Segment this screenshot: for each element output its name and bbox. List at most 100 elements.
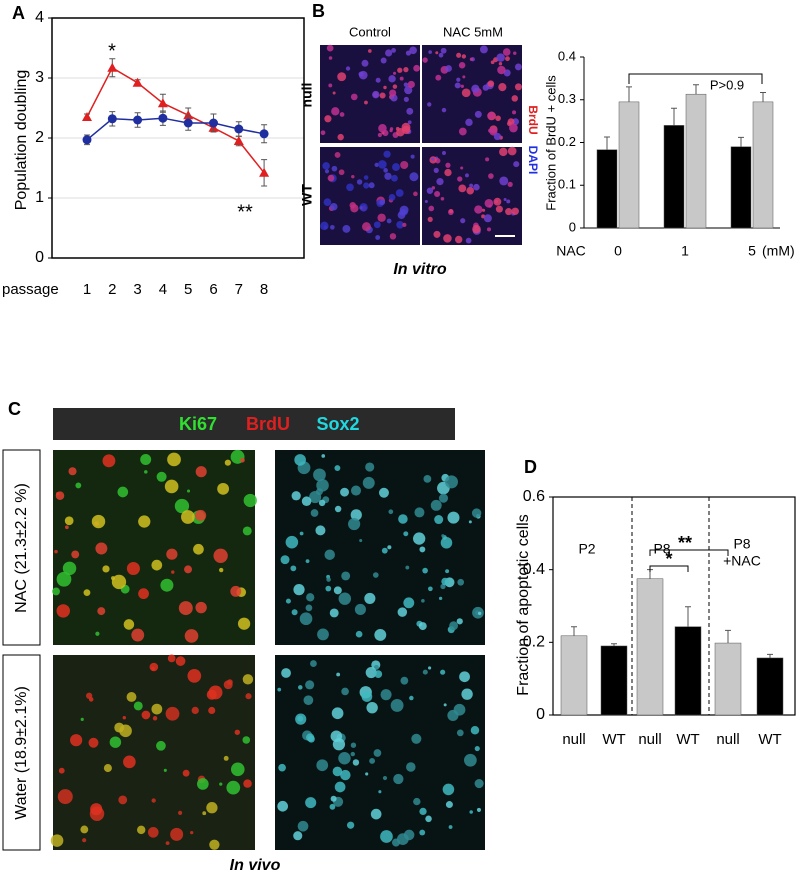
bar bbox=[636, 578, 664, 716]
cell bbox=[305, 680, 315, 690]
cell bbox=[505, 56, 510, 62]
cell bbox=[55, 491, 65, 500]
cell bbox=[331, 165, 338, 172]
cell bbox=[348, 517, 361, 531]
cell bbox=[194, 509, 207, 522]
cell bbox=[88, 737, 99, 748]
y-axis-label: Population doubling bbox=[13, 70, 30, 211]
cell bbox=[379, 92, 386, 99]
cell bbox=[240, 457, 245, 463]
cell bbox=[350, 93, 358, 101]
cell bbox=[339, 112, 345, 117]
cell bbox=[138, 588, 149, 600]
cell bbox=[82, 838, 87, 843]
cell bbox=[317, 628, 329, 641]
cell bbox=[281, 668, 291, 678]
cell bbox=[316, 759, 329, 772]
cell bbox=[506, 199, 511, 204]
cell bbox=[404, 86, 413, 95]
cell bbox=[315, 525, 326, 536]
cell bbox=[377, 213, 386, 222]
cell bbox=[226, 780, 241, 795]
marker bbox=[259, 129, 269, 139]
cell bbox=[373, 749, 382, 757]
cell bbox=[401, 122, 411, 132]
cell bbox=[511, 207, 519, 215]
cell bbox=[359, 538, 363, 543]
bar bbox=[600, 645, 628, 716]
x-tick-label: 8 bbox=[260, 281, 268, 298]
plot-frame bbox=[51, 17, 305, 259]
cell bbox=[206, 802, 218, 814]
column-label: NAC 5mM bbox=[443, 24, 503, 39]
cell bbox=[428, 205, 435, 212]
cell bbox=[410, 154, 415, 159]
cell bbox=[409, 172, 419, 182]
cell bbox=[164, 479, 179, 494]
cell bbox=[414, 507, 425, 518]
cell bbox=[397, 607, 408, 617]
cell bbox=[496, 53, 505, 62]
cell bbox=[440, 196, 445, 201]
panel-letter: D bbox=[524, 457, 537, 477]
cell bbox=[438, 493, 449, 503]
cell bbox=[471, 508, 482, 518]
cell bbox=[428, 666, 432, 670]
cell bbox=[433, 230, 441, 238]
cell bbox=[290, 565, 297, 572]
cell bbox=[285, 535, 299, 549]
cell bbox=[350, 751, 356, 757]
cell bbox=[375, 235, 381, 240]
cell bbox=[364, 100, 368, 105]
x-tick-label: 5 bbox=[748, 243, 756, 259]
cell bbox=[419, 829, 426, 836]
cell bbox=[123, 755, 136, 769]
y-axis-label: Fraction of apoptotic cells bbox=[515, 514, 532, 695]
cell bbox=[68, 467, 77, 476]
cell bbox=[385, 49, 393, 57]
cell bbox=[481, 208, 486, 212]
cell bbox=[361, 59, 369, 67]
cell bbox=[362, 476, 375, 489]
cell bbox=[230, 762, 245, 777]
cell bbox=[472, 224, 481, 234]
marker bbox=[132, 77, 143, 87]
cell bbox=[431, 157, 435, 161]
cell bbox=[213, 548, 228, 563]
cell bbox=[424, 200, 428, 204]
cell bbox=[310, 660, 317, 667]
cell bbox=[366, 701, 378, 714]
cell bbox=[178, 601, 193, 616]
stain-label: Sox2 bbox=[316, 414, 359, 434]
cell bbox=[170, 827, 184, 841]
cell bbox=[165, 841, 170, 846]
annotation: ** bbox=[678, 533, 692, 553]
cell bbox=[305, 559, 310, 564]
cell bbox=[295, 713, 307, 725]
cell bbox=[402, 222, 407, 227]
cell bbox=[435, 74, 442, 81]
marker bbox=[107, 114, 117, 124]
annotation: * bbox=[108, 40, 116, 62]
cell bbox=[419, 546, 426, 553]
cell bbox=[299, 612, 313, 626]
cell bbox=[332, 738, 346, 751]
cell bbox=[456, 618, 463, 625]
bracket bbox=[649, 549, 729, 556]
cell bbox=[487, 80, 495, 88]
cell bbox=[397, 67, 403, 73]
cell bbox=[352, 759, 360, 766]
cell bbox=[398, 514, 408, 524]
cell bbox=[456, 77, 461, 82]
cell bbox=[50, 834, 64, 847]
row-box bbox=[2, 654, 41, 851]
cell bbox=[468, 520, 472, 524]
cell bbox=[320, 130, 326, 136]
cell bbox=[305, 797, 317, 809]
cell bbox=[413, 64, 421, 72]
cell bbox=[403, 67, 409, 73]
cell bbox=[166, 548, 178, 560]
micrograph bbox=[422, 45, 522, 143]
cell bbox=[428, 586, 433, 592]
cell bbox=[378, 790, 382, 794]
